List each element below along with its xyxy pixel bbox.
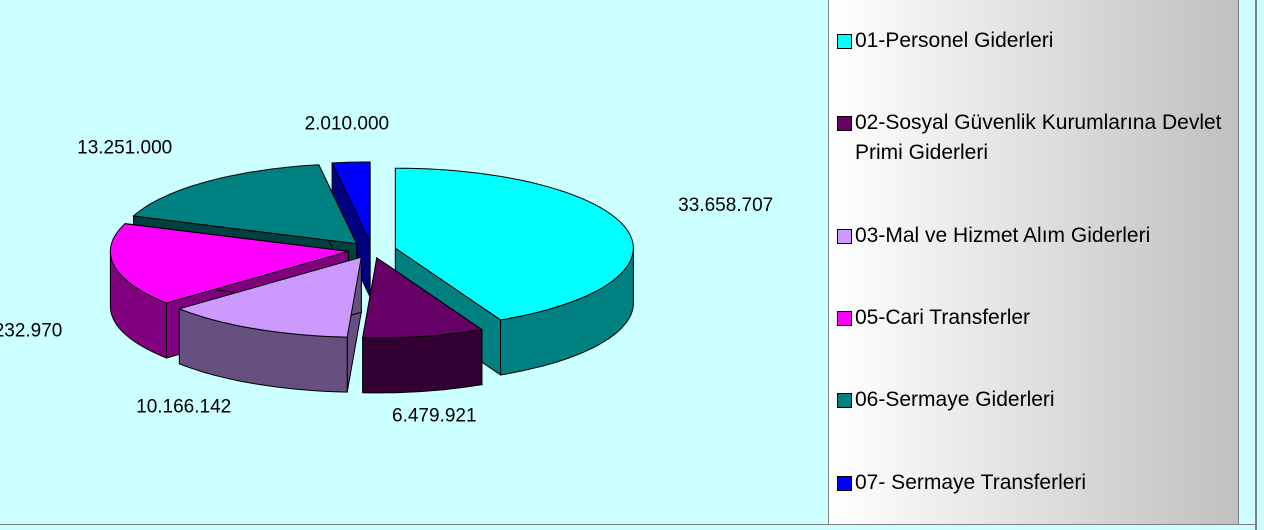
legend-item: 07- Sermaye Transferleri: [837, 468, 1238, 498]
legend-swatch: [837, 475, 852, 491]
pie-slice: [109, 223, 349, 304]
legend-label: 07- Sermaye Transferleri: [855, 470, 1087, 494]
legend-swatch: [837, 116, 852, 132]
legend-item: 01-Personel Giderleri: [837, 26, 1238, 56]
frame-line: [0, 524, 1256, 525]
data-label: 6.479.921: [392, 406, 477, 427]
legend-item: 02-Sosyal Güvenlik Kurumlarına Devlet Pr…: [837, 108, 1238, 168]
pie-slice: [177, 256, 362, 338]
data-label: 13.232.970: [0, 320, 62, 341]
legend-label: 01-Personel Giderleri: [855, 29, 1054, 53]
legend-swatch: [837, 228, 852, 244]
legend-label: 03-Mal ve Hizmet Alım Giderleri: [855, 223, 1151, 247]
legend-label: 05-Cari Transferler: [855, 306, 1031, 330]
pie-slice: [132, 164, 358, 245]
pie-slice: [394, 167, 634, 321]
legend-item: 03-Mal ve Hizmet Alım Giderleri: [837, 221, 1238, 251]
pie-slice: [331, 161, 371, 243]
data-label: 2.010.000: [305, 114, 390, 135]
legend-swatch: [837, 311, 852, 327]
legend-swatch: [837, 34, 852, 50]
data-label: 13.251.000: [77, 137, 172, 158]
data-label: 10.166.142: [136, 396, 231, 417]
legend: 01-Personel Giderleri 02-Sosyal Güvenlik …: [828, 0, 1239, 525]
chart: 33.658.707 6.479.921 10.166.142 13.232.970 1…: [0, 114, 773, 427]
legend-label: 06-Sermaye Giderleri: [855, 388, 1055, 412]
legend-item: 06-Sermaye Giderleri: [837, 385, 1238, 415]
pie-slice: [362, 257, 484, 339]
pie-side: [362, 329, 483, 394]
legend-label: 02-Sosyal Güvenlik Kurumlarına Devlet Pr…: [855, 111, 1222, 165]
legend-item: 05-Cari Transferler: [837, 303, 1238, 333]
frame-line: [1255, 0, 1257, 530]
legend-swatch: [837, 393, 852, 409]
data-label: 33.658.707: [678, 195, 773, 216]
